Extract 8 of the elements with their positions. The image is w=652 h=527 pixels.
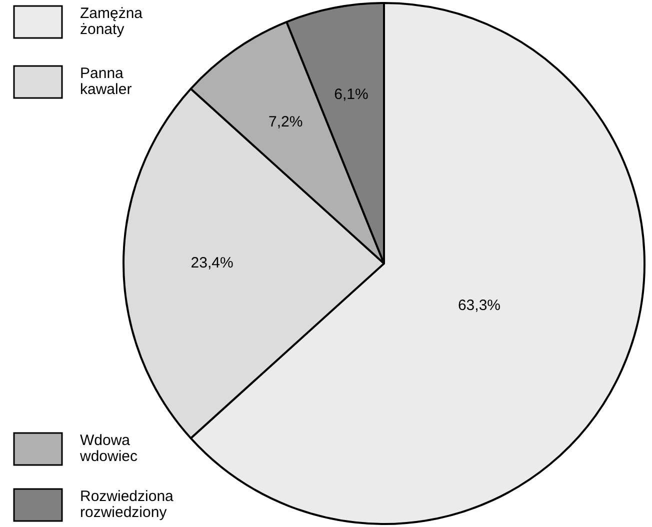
legend-label: Wdowa wdowiec	[79, 432, 138, 465]
legend-label: Rozwiedziona rozwiedziony	[80, 488, 174, 521]
data-label: 63,3%	[458, 296, 501, 314]
data-label: 6,1%	[334, 86, 368, 103]
data-label: 7,2%	[268, 114, 303, 131]
legend-label: Panna kawaler	[80, 65, 132, 98]
data-label: 23,4%	[190, 254, 234, 272]
legend-label: Zamężna żonaty	[80, 5, 144, 38]
